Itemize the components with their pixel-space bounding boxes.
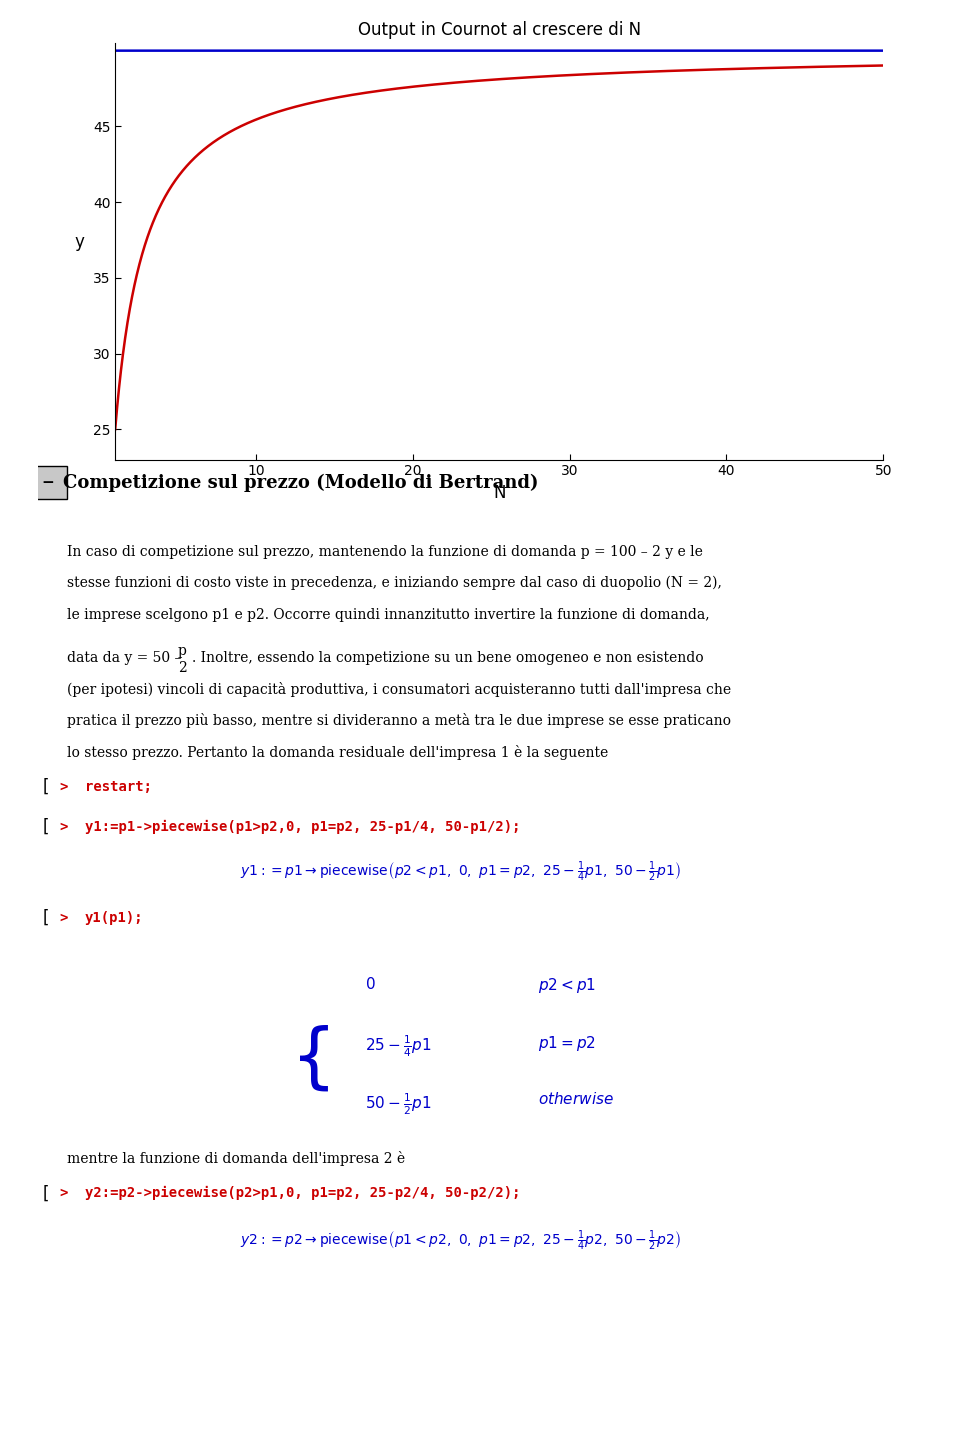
Text: $50 - \frac{1}{2}p1$: $50 - \frac{1}{2}p1$	[365, 1091, 432, 1117]
Text: y1:=p1->piecewise(p1>p2,0, p1=p2, 25-p1/4, 50-p1/2);: y1:=p1->piecewise(p1>p2,0, p1=p2, 25-p1/…	[84, 820, 520, 834]
Text: restart;: restart;	[84, 780, 152, 794]
Text: data da y = 50 –: data da y = 50 –	[67, 651, 186, 665]
Text: −: −	[41, 475, 55, 490]
Text: >: >	[60, 820, 76, 834]
Text: {: {	[291, 1024, 337, 1094]
Text: Competizione sul prezzo (Modello di Bertrand): Competizione sul prezzo (Modello di Bert…	[63, 474, 539, 491]
Text: stesse funzioni di costo viste in precedenza, e iniziando sempre dal caso di duo: stesse funzioni di costo viste in preced…	[67, 576, 722, 590]
Text: $25 - \frac{1}{4}p1$: $25 - \frac{1}{4}p1$	[365, 1034, 432, 1060]
Text: >: >	[60, 1186, 76, 1200]
Text: $p1 = p2$: $p1 = p2$	[538, 1034, 595, 1053]
Text: [: [	[42, 1185, 49, 1202]
Text: $y1 := p1 \rightarrow \mathrm{piecewise}\left(p2 < p1,\ 0,\ p1 = p2,\ 25 - \frac: $y1 := p1 \rightarrow \mathrm{piecewise}…	[240, 859, 682, 883]
Text: [: [	[42, 909, 49, 926]
Text: y1(p1);: y1(p1);	[84, 910, 143, 925]
Text: mentre la funzione di domanda dell'impresa 2 è: mentre la funzione di domanda dell'impre…	[67, 1152, 405, 1166]
Text: le imprese scelgono p1 e p2. Occorre quindi innanzitutto invertire la funzione d: le imprese scelgono p1 e p2. Occorre qui…	[67, 607, 709, 622]
Title: Output in Cournot al crescere di N: Output in Cournot al crescere di N	[358, 20, 640, 39]
Text: (per ipotesi) vincoli di capacità produttiva, i consumatori acquisteranno tutti : (per ipotesi) vincoli di capacità produt…	[67, 682, 732, 696]
Text: y2:=p2->piecewise(p2>p1,0, p1=p2, 25-p2/4, 50-p2/2);: y2:=p2->piecewise(p2>p1,0, p1=p2, 25-p2/…	[84, 1186, 520, 1200]
Text: $p2 < p1$: $p2 < p1$	[538, 976, 595, 995]
Text: >: >	[60, 780, 76, 794]
Y-axis label: y: y	[74, 233, 84, 251]
Text: $y2 := p2 \rightarrow \mathrm{piecewise}\left(p1 < p2,\ 0,\ p1 = p2,\ 25 - \frac: $y2 := p2 \rightarrow \mathrm{piecewise}…	[240, 1228, 682, 1252]
Text: . Inoltre, essendo la competizione su un bene omogeneo e non esistendo: . Inoltre, essendo la competizione su un…	[192, 651, 704, 665]
Text: $otherwise$: $otherwise$	[538, 1091, 613, 1107]
FancyBboxPatch shape	[30, 467, 66, 498]
Text: lo stesso prezzo. Pertanto la domanda residuale dell'impresa 1 è la seguente: lo stesso prezzo. Pertanto la domanda re…	[67, 745, 609, 760]
Text: 2: 2	[178, 661, 186, 675]
Text: >: >	[60, 910, 76, 925]
Text: [: [	[42, 778, 49, 796]
Text: p: p	[178, 643, 186, 658]
X-axis label: N: N	[492, 484, 506, 503]
Text: pratica il prezzo più basso, mentre si divideranno a metà tra le due imprese se : pratica il prezzo più basso, mentre si d…	[67, 714, 732, 728]
Text: [: [	[42, 819, 49, 836]
Text: $0$: $0$	[365, 976, 375, 992]
Text: In caso di competizione sul prezzo, mantenendo la funzione di domanda p = 100 – : In caso di competizione sul prezzo, mant…	[67, 544, 703, 559]
